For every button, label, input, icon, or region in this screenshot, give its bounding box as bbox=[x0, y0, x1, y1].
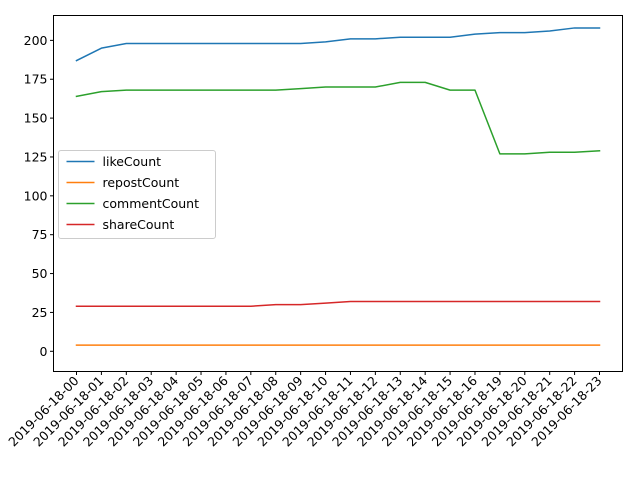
x-axis: 2019-06-18-002019-06-18-012019-06-18-022… bbox=[5, 371, 605, 449]
series-layer bbox=[75, 27, 601, 346]
y-tick-label: 175 bbox=[24, 72, 48, 87]
y-tick-label: 0 bbox=[40, 344, 48, 359]
y-tick-label: 50 bbox=[32, 266, 48, 281]
series-line-likeCount bbox=[75, 27, 601, 62]
plot-area-frame bbox=[53, 15, 623, 372]
legend-label: shareCount bbox=[103, 217, 175, 232]
series-line-commentCount bbox=[75, 81, 601, 155]
y-tick-label: 200 bbox=[24, 33, 48, 48]
legend: likeCount repostCount commentCount shareCou… bbox=[58, 150, 216, 239]
legend-label: likeCount bbox=[103, 154, 162, 169]
y-axis: 0 25 50 75 100 125 150 175 200 bbox=[24, 33, 54, 359]
y-tick-label: 100 bbox=[24, 188, 48, 203]
y-tick-label: 25 bbox=[32, 305, 48, 320]
series-line-shareCount bbox=[75, 300, 601, 307]
legend-label: repostCount bbox=[103, 175, 180, 190]
y-tick-label: 75 bbox=[32, 227, 48, 242]
legend-label: commentCount bbox=[103, 196, 200, 211]
legend-box bbox=[58, 150, 216, 239]
y-tick-label: 125 bbox=[24, 149, 48, 164]
y-tick-label: 150 bbox=[24, 111, 48, 126]
